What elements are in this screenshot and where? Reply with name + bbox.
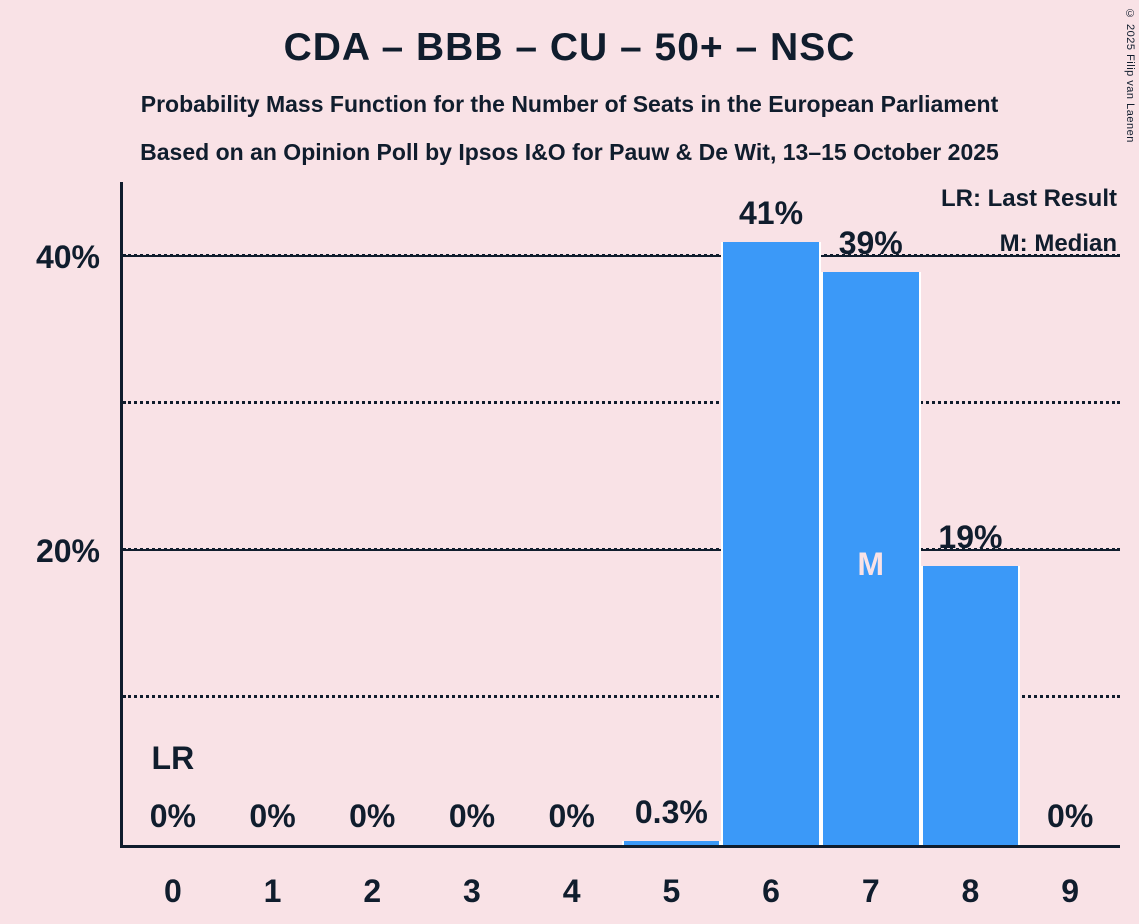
gridline-30pct-dotted — [123, 400, 1120, 404]
x-axis-label-seat-1: 1 — [263, 873, 282, 909]
gridline-10pct-dotted — [123, 695, 1120, 698]
copyright-text: © 2025 Filip van Laenen — [1124, 8, 1136, 143]
plot-area: 20% 40% 0% 0 0% 1 0% 2 0% 3 0% 4 0.3% 5 41% 6 39% 7 19% 8 0%… — [36, 182, 1120, 908]
legend-last-result-label: LR: Last Result — [940, 185, 1117, 212]
gridline-40pct-solid — [123, 254, 1120, 257]
bar-value-label-seat-0: 0% — [149, 798, 196, 834]
bar-seat-7 — [820, 271, 921, 845]
x-axis-label-seat-2: 2 — [363, 873, 382, 909]
last-result-marker: LR — [151, 740, 195, 776]
x-axis-label-seat-0: 0 — [163, 873, 182, 909]
bar-seat-5 — [621, 840, 722, 845]
bar-value-label-seat-9: 0% — [1047, 798, 1094, 834]
chart-subtitle-line1: Probability Mass Function for the Number… — [140, 91, 999, 117]
bar-seat-6 — [721, 242, 821, 845]
bar-value-label-seat-3: 0% — [448, 798, 496, 834]
bar-value-label-seat-1: 0% — [249, 798, 296, 834]
y-axis-label-40: 40% — [35, 238, 100, 275]
bar-seat-8 — [920, 565, 1021, 845]
chart-subtitle-line2: Based on an Opinion Poll by Ipsos I&O fo… — [140, 139, 999, 165]
chart-title: CDA – BBB – CU – 50+ – NSC — [283, 26, 856, 69]
x-axis-label-seat-3: 3 — [463, 873, 481, 909]
x-axis-label-seat-8: 8 — [961, 873, 980, 909]
bar-value-label-seat-7: 39% — [838, 224, 903, 261]
median-marker: M — [857, 546, 885, 582]
bar-value-label-seat-6: 41% — [739, 195, 804, 232]
x-axis-label-seat-9: 9 — [1061, 873, 1080, 909]
x-axis-label-seat-4: 4 — [562, 873, 581, 909]
x-axis-label-seat-6: 6 — [762, 873, 780, 909]
bar-value-label-seat-5: 0.3% — [634, 793, 708, 830]
legend-median-label: M: Median — [999, 230, 1117, 257]
x-axis-label-seat-7: 7 — [861, 873, 880, 909]
x-axis-label-seat-5: 5 — [662, 873, 681, 909]
y-axis-label-20: 20% — [35, 533, 100, 569]
bar-value-label-seat-4: 0% — [548, 798, 595, 834]
bar-value-label-seat-2: 0% — [349, 798, 396, 834]
gridline-20pct-solid — [123, 549, 1120, 551]
bar-value-label-seat-8: 19% — [938, 518, 1003, 555]
